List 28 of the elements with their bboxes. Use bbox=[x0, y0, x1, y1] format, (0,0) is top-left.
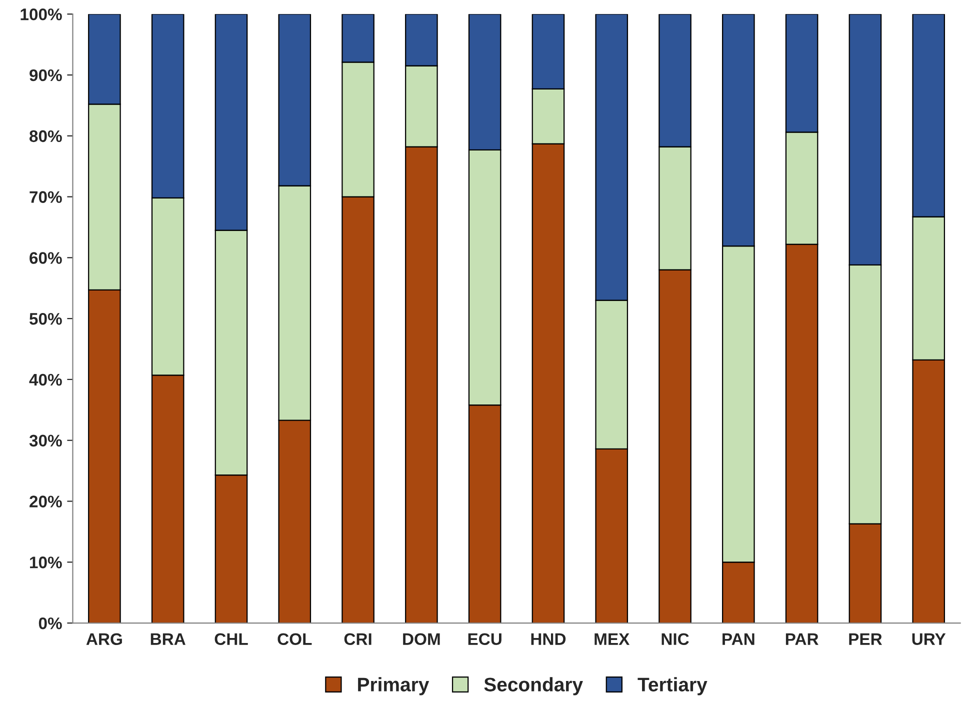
y-tick-label: 100% bbox=[20, 8, 62, 20]
x-tick-label: MEX bbox=[594, 633, 630, 645]
x-tick-label: PAR bbox=[786, 633, 818, 645]
legend-label: Primary bbox=[358, 677, 430, 696]
x-tick-label: BRA bbox=[150, 633, 186, 645]
x-tick-label: DOM bbox=[403, 633, 440, 646]
x-tick-label: PER bbox=[849, 633, 882, 645]
x-tick-label: ECU bbox=[468, 633, 502, 646]
y-tick-label: 60% bbox=[30, 252, 62, 264]
y-tick-label: 0% bbox=[38, 617, 62, 630]
y-tick-label: 20% bbox=[30, 496, 62, 508]
y-tick-label: 80% bbox=[30, 130, 62, 142]
y-tick-label: 30% bbox=[29, 434, 62, 447]
x-tick-label: ARG bbox=[86, 633, 122, 646]
x-tick-label: CRI bbox=[344, 633, 372, 646]
x-tick-label: HND bbox=[531, 633, 566, 645]
y-tick-label: 90% bbox=[30, 69, 62, 82]
y-tick-label: 50% bbox=[29, 312, 62, 325]
x-tick-label: NIC bbox=[662, 633, 689, 646]
y-tick-label: 10% bbox=[30, 556, 62, 568]
y-tick-label: 40% bbox=[29, 374, 62, 386]
y-tick-label: 70% bbox=[30, 191, 62, 203]
x-tick-label: COL bbox=[278, 633, 312, 646]
x-tick-label: CHL bbox=[214, 633, 248, 646]
legend-label: Secondary bbox=[484, 677, 583, 696]
x-tick-label: PAN bbox=[722, 633, 754, 645]
x-tick-label: URY bbox=[912, 633, 946, 646]
legend-label: Tertiary bbox=[638, 677, 708, 696]
